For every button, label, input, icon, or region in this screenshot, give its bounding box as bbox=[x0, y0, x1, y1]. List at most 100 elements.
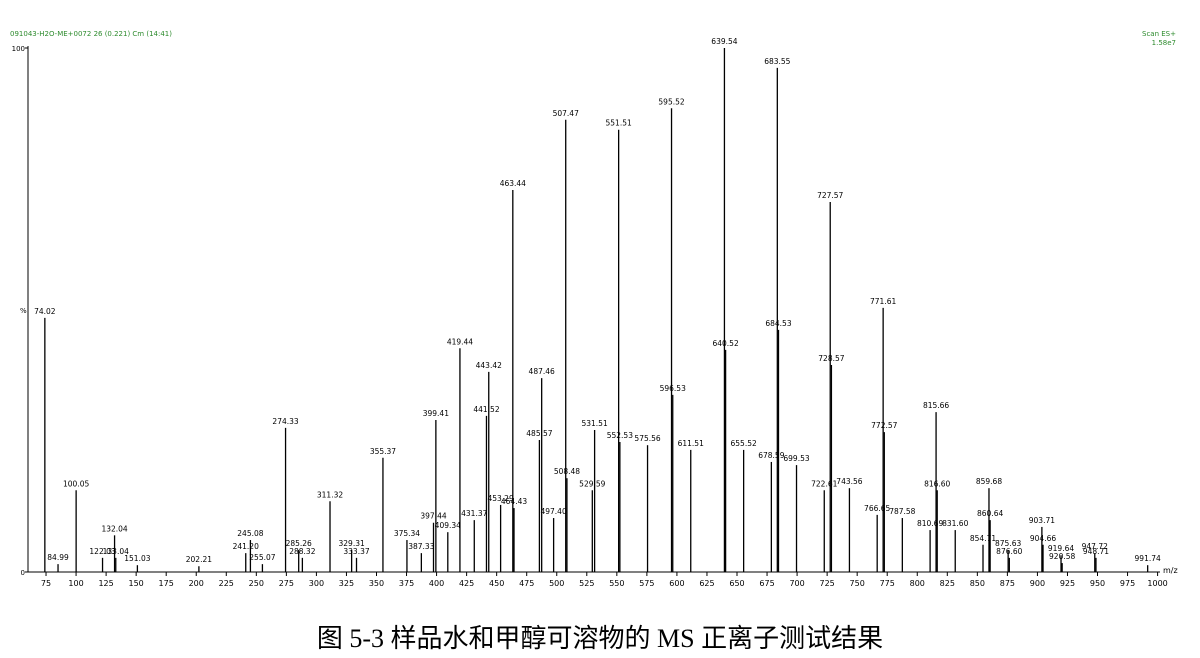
peak-label: 722.61 bbox=[811, 479, 837, 488]
peak-label: 859.68 bbox=[976, 477, 1002, 486]
peak-label: 991.74 bbox=[1135, 554, 1161, 563]
peak-label: 772.57 bbox=[871, 421, 897, 430]
peak-label: 766.65 bbox=[864, 504, 890, 513]
y-tick-label: 0 bbox=[21, 569, 25, 577]
peak-label: 639.54 bbox=[711, 37, 737, 46]
peak-label: 409.34 bbox=[435, 521, 461, 530]
x-tick-label: 350 bbox=[369, 579, 384, 588]
x-tick-label: 625 bbox=[699, 579, 714, 588]
x-tick-label: 525 bbox=[579, 579, 594, 588]
peak-label: 507.47 bbox=[553, 109, 579, 118]
peak-label: 311.32 bbox=[317, 490, 343, 499]
header-right: 1.58e7 bbox=[1152, 39, 1176, 47]
x-tick-label: 1000 bbox=[1147, 579, 1167, 588]
peak-label: 151.03 bbox=[124, 554, 150, 563]
peak-label: 743.56 bbox=[836, 477, 862, 486]
x-tick-label: 375 bbox=[399, 579, 414, 588]
peak-label: 787.58 bbox=[889, 507, 915, 516]
x-axis-label: m/z bbox=[1163, 566, 1178, 575]
peak-label: 487.46 bbox=[529, 367, 555, 376]
peak-label: 285.26 bbox=[286, 539, 312, 548]
peak-label: 655.52 bbox=[731, 439, 757, 448]
peak-label: 387.33 bbox=[408, 542, 434, 551]
peak-label: 202.21 bbox=[186, 555, 212, 564]
x-tick-label: 225 bbox=[219, 579, 234, 588]
peak-label: 441.52 bbox=[473, 405, 499, 414]
peak-label: 919.64 bbox=[1048, 544, 1074, 553]
peak-label: 122.03 bbox=[89, 547, 115, 556]
x-tick-label: 300 bbox=[309, 579, 324, 588]
peak-label: 241.20 bbox=[233, 542, 259, 551]
peak-label: 727.57 bbox=[817, 191, 843, 200]
x-tick-label: 150 bbox=[129, 579, 144, 588]
peak-label: 84.99 bbox=[47, 553, 69, 562]
x-tick-label: 975 bbox=[1120, 579, 1135, 588]
peak-label: 815.66 bbox=[923, 401, 949, 410]
y-axis-label: % bbox=[20, 307, 27, 315]
header-left: 091043-H2O-ME+0072 26 (0.221) Cm (14:41) bbox=[10, 30, 172, 38]
peak-label: 920.58 bbox=[1049, 552, 1075, 561]
x-tick-label: 475 bbox=[519, 579, 534, 588]
peak-label: 529.59 bbox=[579, 479, 605, 488]
peak-label: 419.44 bbox=[447, 337, 473, 346]
peak-label: 948.71 bbox=[1083, 547, 1109, 556]
x-tick-label: 725 bbox=[819, 579, 834, 588]
peak-label: 399.41 bbox=[423, 409, 449, 418]
peak-label: 595.52 bbox=[658, 97, 684, 106]
peak-label: 453.29 bbox=[487, 494, 513, 503]
peak-label: 443.42 bbox=[476, 361, 502, 370]
x-tick-label: 450 bbox=[489, 579, 504, 588]
x-tick-label: 925 bbox=[1060, 579, 1075, 588]
peak-label: 485.57 bbox=[526, 429, 552, 438]
peak-label: 245.08 bbox=[237, 529, 263, 538]
peak-label: 464.43 bbox=[501, 497, 527, 506]
x-tick-label: 100 bbox=[68, 579, 83, 588]
peak-label: 699.53 bbox=[783, 454, 809, 463]
peak-label: 831.60 bbox=[942, 519, 968, 528]
x-tick-label: 850 bbox=[970, 579, 985, 588]
peak-label: 771.61 bbox=[870, 297, 896, 306]
peak-label: 684.53 bbox=[765, 319, 791, 328]
peak-label: 876.60 bbox=[996, 547, 1022, 556]
peak-label: 683.55 bbox=[764, 57, 790, 66]
peak-label: 132.04 bbox=[101, 524, 127, 533]
x-tick-label: 950 bbox=[1090, 579, 1105, 588]
x-tick-label: 675 bbox=[759, 579, 774, 588]
peak-label: 274.33 bbox=[272, 417, 298, 426]
peak-label: 431.37 bbox=[461, 509, 487, 518]
peak-label: 854.71 bbox=[970, 534, 996, 543]
peak-label: 860.64 bbox=[977, 509, 1003, 518]
x-tick-label: 600 bbox=[669, 579, 684, 588]
peak-label: 611.51 bbox=[678, 439, 704, 448]
peak-label: 728.57 bbox=[818, 354, 844, 363]
peak-label: 397.44 bbox=[420, 512, 446, 521]
x-tick-label: 825 bbox=[940, 579, 955, 588]
header-right: Scan ES+ bbox=[1142, 30, 1176, 38]
x-tick-label: 900 bbox=[1030, 579, 1045, 588]
peak-label: 947.72 bbox=[1082, 542, 1108, 551]
peak-label: 497.40 bbox=[540, 507, 566, 516]
peak-label: 531.51 bbox=[581, 419, 607, 428]
x-tick-label: 200 bbox=[189, 579, 204, 588]
x-tick-label: 250 bbox=[249, 579, 264, 588]
x-tick-label: 775 bbox=[880, 579, 895, 588]
peak-label: 355.37 bbox=[370, 447, 396, 456]
peak-label: 255.07 bbox=[249, 553, 275, 562]
peak-label: 875.63 bbox=[995, 539, 1021, 548]
peak-label: 904.66 bbox=[1030, 534, 1056, 543]
peak-label: 596.53 bbox=[660, 384, 686, 393]
x-tick-label: 750 bbox=[850, 579, 865, 588]
peak-label: 133.04 bbox=[103, 547, 129, 556]
x-tick-label: 125 bbox=[98, 579, 113, 588]
peak-label: 288.32 bbox=[289, 547, 315, 556]
chart: 091043-H2O-ME+0072 26 (0.221) Cm (14:41)… bbox=[10, 30, 1178, 588]
x-tick-label: 275 bbox=[279, 579, 294, 588]
peak-label: 678.59 bbox=[758, 451, 784, 460]
y-tick-label: 100 bbox=[12, 45, 25, 53]
peak-label: 329.31 bbox=[339, 539, 365, 548]
peak-label: 810.69 bbox=[917, 519, 943, 528]
peak-label: 551.51 bbox=[606, 119, 632, 128]
caption: 图 5-3 样品水和甲醇可溶物的 MS 正离子测试结果 bbox=[316, 624, 884, 653]
x-tick-label: 400 bbox=[429, 579, 444, 588]
